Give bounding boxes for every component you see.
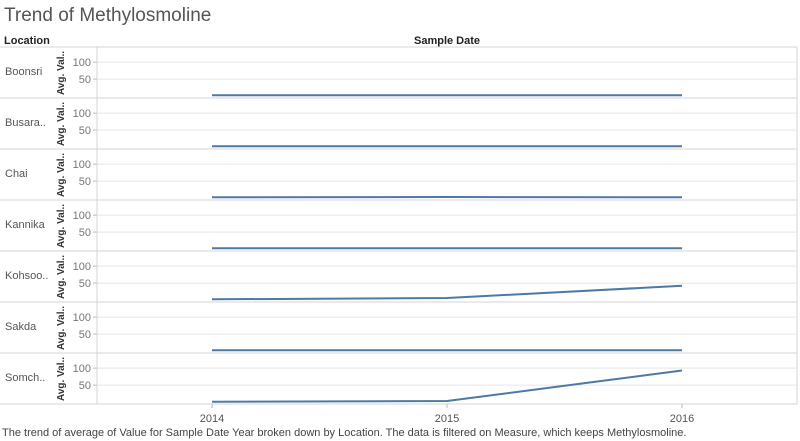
- y-axis-label: Avg. Val..: [56, 357, 67, 401]
- row-label-4: Kohsoo..: [5, 270, 48, 282]
- y-tick-label: 100: [73, 108, 91, 120]
- row-label-0: Boonsri: [5, 66, 42, 78]
- chart-caption: The trend of average of Value for Sample…: [2, 427, 687, 439]
- row-label-3: Kannika: [5, 219, 46, 231]
- y-tick-label: 50: [79, 380, 91, 392]
- row-header: Location: [4, 35, 50, 47]
- y-tick-label: 50: [79, 278, 91, 290]
- y-tick-label: 50: [79, 74, 91, 86]
- y-tick-label: 100: [73, 312, 91, 324]
- y-axis-label: Avg. Val..: [56, 204, 67, 248]
- y-axis-label: Avg. Val..: [56, 306, 67, 350]
- y-tick-label: 50: [79, 227, 91, 239]
- y-tick-label: 50: [79, 176, 91, 188]
- y-axis-label: Avg. Val..: [56, 153, 67, 197]
- y-axis-label: Avg. Val..: [56, 255, 67, 299]
- column-header: Sample Date: [414, 35, 480, 47]
- y-axis-label: Avg. Val..: [56, 51, 67, 95]
- y-tick-label: 100: [73, 363, 91, 375]
- y-tick-label: 100: [73, 159, 91, 171]
- row-label-6: Somch..: [5, 372, 45, 384]
- y-tick-label: 50: [79, 125, 91, 137]
- x-tick-label: 2015: [435, 413, 459, 425]
- row-label-2: Chai: [5, 168, 28, 180]
- row-label-5: Sakda: [5, 321, 37, 333]
- chart-title: Trend of Methylosmoline: [4, 5, 212, 26]
- x-tick-label: 2016: [670, 413, 694, 425]
- y-tick-label: 50: [79, 329, 91, 341]
- y-tick-label: 100: [73, 210, 91, 222]
- series-line-4: [211, 284, 683, 301]
- y-tick-label: 100: [73, 261, 91, 273]
- row-label-1: Busara..: [5, 117, 46, 129]
- x-tick-label: 2014: [200, 413, 224, 425]
- y-tick-label: 100: [73, 57, 91, 69]
- y-axis-label: Avg. Val..: [56, 102, 67, 146]
- series-line-6: [211, 369, 683, 403]
